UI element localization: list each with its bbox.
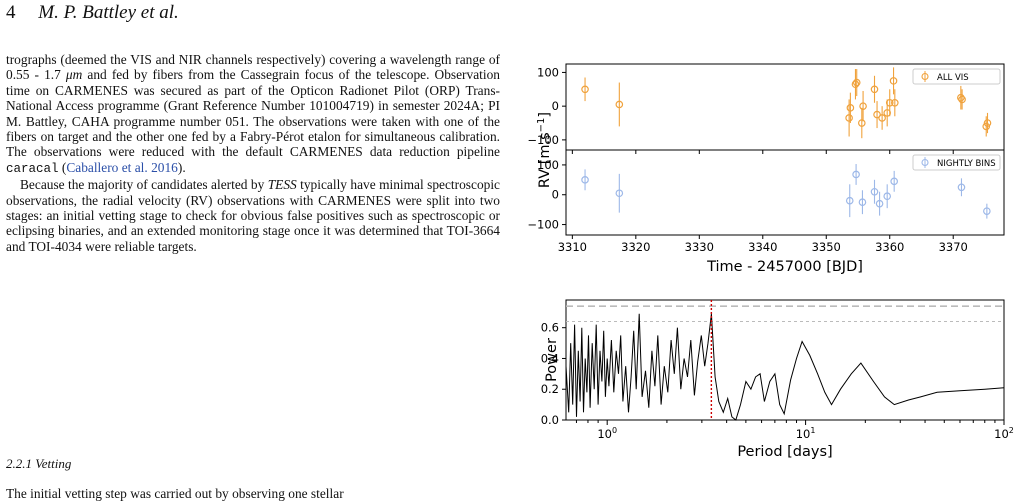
rv-xlabel: Time - 2457000 [BJD] bbox=[706, 259, 863, 275]
rv-vis-point bbox=[859, 102, 867, 110]
periodogram-ytick-label: 0.0 bbox=[541, 413, 559, 427]
rv-vis-point bbox=[982, 122, 991, 131]
rv-vis-point bbox=[870, 85, 879, 94]
rv-nightly-legend-label: NIGHTLY BINS bbox=[937, 159, 996, 169]
rv-nightly-ytick-label: −100 bbox=[527, 218, 559, 232]
rv-nightly-point bbox=[581, 176, 589, 184]
paragraph-1: trographs (deemed the VIS and NIR channe… bbox=[6, 52, 500, 176]
rv-nightly-point bbox=[858, 198, 867, 206]
running-head-authors: M. P. Battley et al. bbox=[38, 2, 179, 23]
rv-nightly-ytick-label: 100 bbox=[537, 158, 559, 172]
rv-vis-point bbox=[983, 119, 992, 127]
rv-nightly-legend-box bbox=[912, 154, 1001, 171]
rv-nightly-point bbox=[845, 196, 854, 205]
rv-nightly-ytick-label: 0 bbox=[552, 188, 559, 202]
periodogram-ytick-label: 0.2 bbox=[541, 382, 559, 396]
rv-xtick-label: 3350 bbox=[812, 240, 841, 254]
rv-nightly-point bbox=[957, 183, 966, 192]
text-column: trographs (deemed the VIS and NIR channe… bbox=[6, 52, 500, 254]
rv-nightly-panel-frame bbox=[565, 149, 1005, 236]
rv-nightly-point bbox=[852, 170, 860, 179]
paragraph-3: The initial vetting step was carried out… bbox=[6, 486, 344, 501]
periodogram-xtick-label: 101 bbox=[796, 426, 816, 441]
rv-vis-legend-box bbox=[912, 68, 1001, 85]
rv-vis-ytick-label: 0 bbox=[552, 99, 559, 113]
rv-vis-point bbox=[581, 85, 589, 94]
paragraph-2: Because the majority of candidates alert… bbox=[6, 177, 500, 254]
rv-xtick-label: 3370 bbox=[939, 240, 968, 254]
rv-vis-legend-label: ALL VIS bbox=[937, 73, 969, 83]
rv-nightly-point bbox=[615, 189, 624, 198]
rv-vis-point bbox=[889, 77, 898, 85]
rv-vis-point bbox=[878, 114, 886, 122]
rv-vis-point bbox=[958, 95, 966, 104]
rv-vis-point bbox=[957, 93, 965, 102]
periodogram-frame bbox=[565, 299, 1005, 421]
rv-xtick-label: 3310 bbox=[558, 240, 587, 254]
rv-vis-point bbox=[885, 98, 894, 107]
rv-xtick-label: 3330 bbox=[685, 240, 714, 254]
rv-ylabel: RV [m.s−1] bbox=[536, 112, 553, 188]
periodogram-line bbox=[565, 313, 1005, 421]
rv-xtick-label: 3320 bbox=[621, 240, 650, 254]
rv-xtick-label: 3340 bbox=[748, 240, 777, 254]
rv-nightly-point bbox=[890, 177, 898, 186]
rv-nightly-point bbox=[883, 192, 892, 201]
rv-vis-point bbox=[883, 109, 892, 117]
subsection-heading: 2.2.1 Vetting bbox=[6, 456, 72, 471]
running-head: 4 M. P. Battley et al. bbox=[6, 2, 179, 24]
rv-nightly-point bbox=[870, 187, 879, 196]
rv-vis-point bbox=[845, 114, 853, 122]
periodogram-xtick-label: 102 bbox=[994, 426, 1014, 441]
periodogram-ytick-label: 0.6 bbox=[541, 321, 559, 335]
rv-xtick-label: 3360 bbox=[875, 240, 904, 254]
rv-vis-ytick-label: −100 bbox=[527, 133, 559, 147]
periodogram-xtick-label: 100 bbox=[597, 426, 617, 441]
rv-vis-point bbox=[858, 119, 866, 127]
rv-vis-ytick-label: 100 bbox=[537, 65, 559, 79]
periodogram-ylabel: Power bbox=[544, 338, 560, 382]
periodogram-xlabel: Period [days] bbox=[737, 444, 832, 460]
citation-link[interactable]: Caballero et al. 2016 bbox=[66, 159, 178, 175]
rv-vis-point bbox=[891, 98, 899, 107]
rv-nightly-point bbox=[875, 199, 884, 208]
rv-vis-point bbox=[851, 80, 860, 89]
rv-vis-point bbox=[852, 78, 861, 87]
rv-vis-point bbox=[846, 104, 855, 112]
code-caracal: caracal bbox=[6, 161, 59, 176]
page-number: 4 bbox=[6, 2, 16, 23]
rv-vis-point bbox=[615, 100, 624, 109]
periodogram-ytick-label: 0.4 bbox=[541, 351, 559, 365]
rv-vis-point bbox=[873, 110, 881, 119]
rv-nightly-point bbox=[983, 207, 991, 215]
